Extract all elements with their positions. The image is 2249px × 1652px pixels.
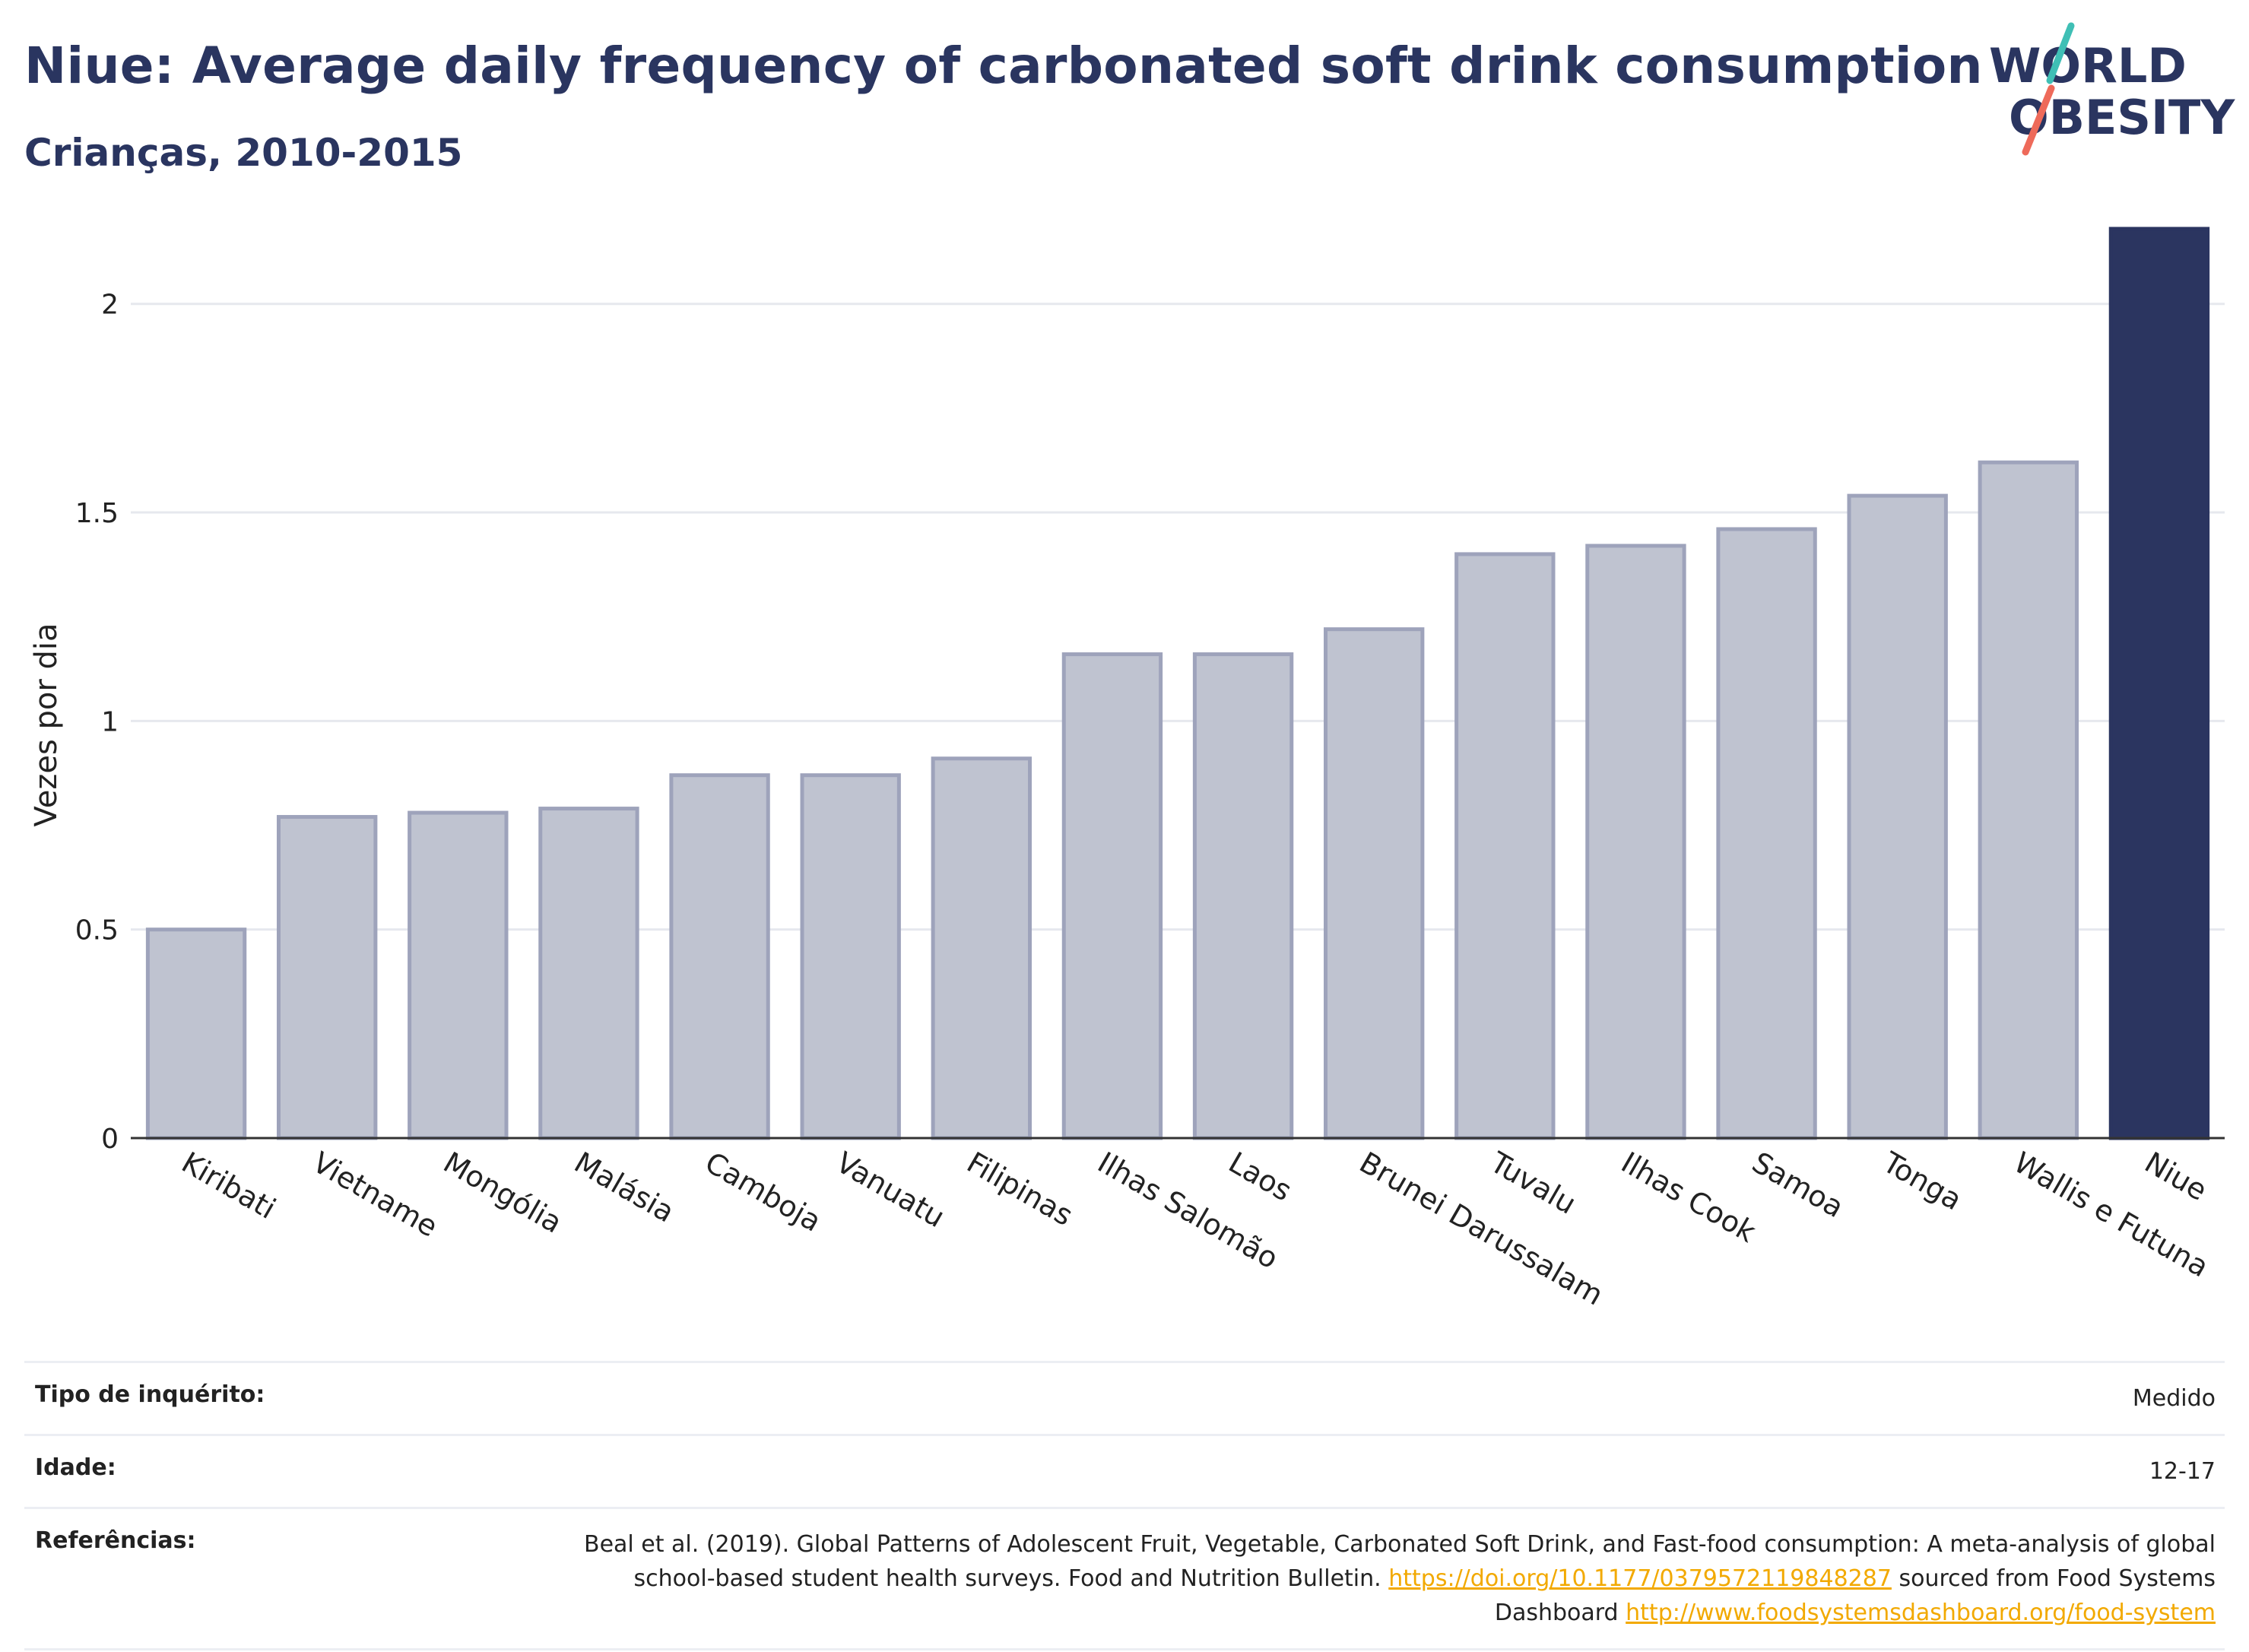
- x-tick-label: Tonga: [1876, 1145, 1967, 1216]
- bar-samoa: [1716, 527, 1817, 1140]
- survey-type-label: Tipo de inquérito:: [35, 1381, 265, 1408]
- x-tick-label: Vanuatu: [830, 1146, 950, 1234]
- bars: [145, 227, 2210, 1140]
- bar-niue: [2108, 227, 2210, 1140]
- x-tick-label: Niue: [2139, 1146, 2213, 1207]
- y-axis-title: Vezes por dia: [29, 623, 64, 826]
- bar-ilhas-salom-o: [1061, 652, 1163, 1140]
- world-obesity-logo: WORLD OBESITY: [1989, 22, 2235, 156]
- logo-stroke-teal: [2046, 22, 2075, 84]
- bar-wallis-e-futuna: [1978, 460, 2079, 1140]
- y-tick-label: 0.5: [75, 915, 119, 946]
- y-tick-label: 0: [101, 1124, 119, 1155]
- age-value: 12-17: [2149, 1458, 2216, 1485]
- x-tick-label: Mongólia: [438, 1146, 568, 1240]
- chart-subtitle: Crianças, 2010-2015: [24, 131, 463, 175]
- age-label: Idade:: [35, 1454, 116, 1481]
- chart-title: Niue: Average daily frequency of carbona…: [24, 36, 1983, 95]
- y-tick-label: 1.5: [75, 498, 119, 529]
- x-tick-label: Laos: [1223, 1146, 1298, 1208]
- x-tick-label: Filipinas: [961, 1146, 1078, 1232]
- doi-link[interactable]: https://doi.org/10.1177/0379572119848287: [1388, 1565, 1892, 1592]
- bar-mal-sia: [538, 807, 639, 1140]
- bar-tuvalu: [1454, 552, 1556, 1140]
- x-tick-label: Brunei Darussalam: [1354, 1146, 1609, 1312]
- info-row-age: Idade: 12-17: [24, 1434, 2225, 1507]
- x-tick-label: Kiribati: [176, 1146, 282, 1226]
- y-axis-ticks: 0 0.5 1 1.5 2: [75, 290, 119, 1155]
- bar-tonga: [1847, 493, 1948, 1140]
- logo-text-world: WORLD: [1989, 38, 2187, 94]
- references-label: Referências:: [35, 1527, 196, 1554]
- references-text-2: sourced from Food Systems Dashboard: [1494, 1565, 2216, 1626]
- bar-kiribati: [145, 927, 247, 1140]
- x-tick-label: Camboja: [699, 1146, 827, 1238]
- bar-laos: [1192, 652, 1294, 1140]
- food-systems-link[interactable]: http://www.foodsystemsdashboard.org/food…: [1626, 1600, 2216, 1626]
- bar-filipinas: [931, 756, 1032, 1140]
- bar-brunei-darussalam: [1324, 627, 1425, 1140]
- logo-stroke-coral: [2022, 84, 2055, 156]
- references-text-1: Beal et al. (2019). Global Patterns of A…: [583, 1531, 2216, 1592]
- bar-ilhas-cook: [1585, 544, 1686, 1140]
- info-row-references: Referências: Beal et al. (2019). Global …: [24, 1507, 2225, 1650]
- y-tick-label: 1: [101, 706, 119, 737]
- x-tick-label: Tuvalu: [1484, 1145, 1581, 1221]
- x-tick-label: Samoa: [1746, 1146, 1849, 1225]
- x-tick-label: Malásia: [569, 1146, 680, 1229]
- y-tick-label: 2: [101, 290, 119, 321]
- info-table: Tipo de inquérito: Medido Idade: 12-17 R…: [24, 1361, 2225, 1650]
- info-row-survey-type: Tipo de inquérito: Medido: [24, 1361, 2225, 1434]
- bar-vietname: [277, 815, 378, 1140]
- references-value: Beal et al. (2019). Global Patterns of A…: [512, 1527, 2216, 1630]
- bar-mong-lia: [408, 810, 509, 1140]
- bar-vanuatu: [800, 773, 901, 1140]
- x-tick-label: Vietname: [307, 1146, 443, 1244]
- x-tick-label: Ilhas Cook: [1616, 1146, 1762, 1249]
- survey-type-value: Medido: [2132, 1385, 2216, 1412]
- bar-camboja: [669, 773, 770, 1140]
